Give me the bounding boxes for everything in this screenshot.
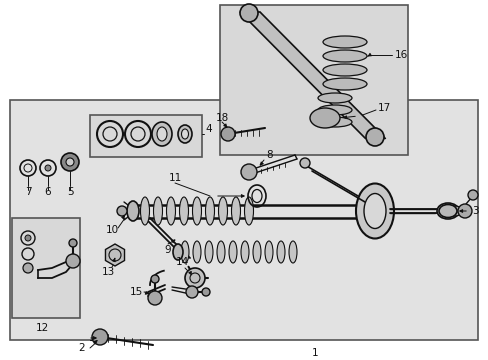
Circle shape [23,263,33,273]
Bar [90,115,202,157]
Ellipse shape [436,203,458,219]
Circle shape [299,158,309,168]
Text: 14: 14 [175,257,188,267]
Ellipse shape [264,241,272,263]
Text: 6: 6 [44,187,51,197]
Ellipse shape [166,197,175,225]
Circle shape [66,158,74,166]
Circle shape [151,275,159,283]
Ellipse shape [192,197,201,225]
Ellipse shape [317,93,351,103]
Text: 10: 10 [105,225,118,235]
Ellipse shape [178,125,192,143]
Text: 5: 5 [66,187,73,197]
Circle shape [66,254,80,268]
Ellipse shape [241,241,248,263]
Circle shape [202,288,209,296]
Circle shape [61,153,79,171]
Circle shape [365,128,383,146]
Ellipse shape [447,206,461,216]
Ellipse shape [317,117,351,127]
Text: 13: 13 [101,267,114,277]
Ellipse shape [323,36,366,48]
Text: 2: 2 [79,343,85,353]
Ellipse shape [288,241,296,263]
Ellipse shape [317,105,351,115]
Ellipse shape [218,197,227,225]
Ellipse shape [276,241,285,263]
Ellipse shape [323,64,366,76]
Circle shape [117,206,127,216]
Text: 7: 7 [24,187,31,197]
Circle shape [241,164,257,180]
Polygon shape [105,244,124,266]
Ellipse shape [231,197,240,225]
Circle shape [69,239,77,247]
Bar [220,5,407,155]
Circle shape [148,291,162,305]
Text: 11: 11 [168,173,181,183]
Ellipse shape [309,108,339,128]
Ellipse shape [181,129,188,139]
Ellipse shape [157,127,167,141]
Ellipse shape [355,184,393,238]
Ellipse shape [127,201,139,221]
Circle shape [45,165,51,171]
Text: 1: 1 [311,348,318,358]
Ellipse shape [173,244,183,260]
Polygon shape [240,12,384,138]
Circle shape [185,286,198,298]
Text: 16: 16 [394,50,407,60]
Circle shape [457,204,471,218]
Circle shape [221,127,235,141]
Ellipse shape [205,197,214,225]
Circle shape [240,4,258,22]
Ellipse shape [252,241,261,263]
Ellipse shape [181,241,189,263]
Circle shape [467,190,477,200]
Text: 4: 4 [204,124,211,134]
Text: 18: 18 [215,113,228,123]
Text: 3: 3 [471,206,478,216]
Ellipse shape [217,241,224,263]
Text: 8: 8 [266,150,273,160]
Ellipse shape [244,197,253,225]
Circle shape [25,235,31,241]
Ellipse shape [140,197,149,225]
Ellipse shape [179,197,188,225]
Text: 9: 9 [164,245,171,255]
Text: 12: 12 [35,323,48,333]
Circle shape [184,268,204,288]
Text: 15: 15 [129,287,142,297]
Ellipse shape [438,204,456,217]
Text: 17: 17 [377,103,390,113]
Ellipse shape [152,122,172,146]
Bar [12,218,80,318]
Ellipse shape [228,241,237,263]
Ellipse shape [204,241,213,263]
Ellipse shape [153,197,162,225]
Bar [10,100,477,340]
Ellipse shape [323,78,366,90]
Ellipse shape [193,241,201,263]
Circle shape [92,329,108,345]
Ellipse shape [323,50,366,62]
Ellipse shape [363,194,385,229]
